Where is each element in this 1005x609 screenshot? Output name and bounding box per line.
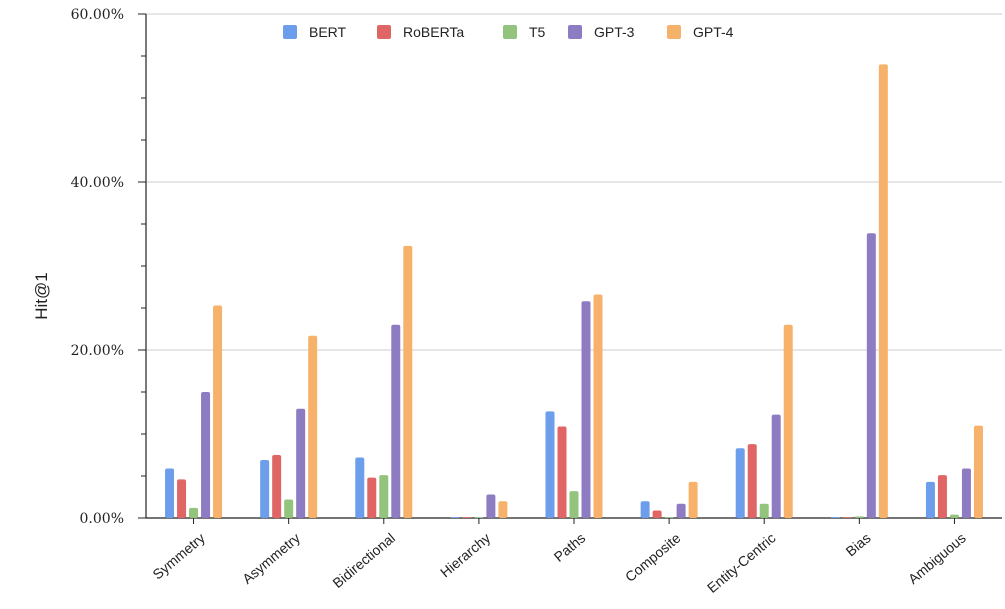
- bar-bert-paths: [545, 411, 555, 518]
- legend-swatch-t5: [503, 25, 517, 39]
- bar-gpt-4-paths: [593, 294, 603, 518]
- y-tick-label: 20.00%: [71, 343, 124, 359]
- bar-gpt-3-asymmetry: [296, 408, 306, 518]
- x-tick-label: Composite: [622, 530, 684, 585]
- bar-roberta-composite: [652, 510, 662, 518]
- x-tick-label: Symmetry: [149, 530, 208, 583]
- bar-bert-asymmetry: [260, 460, 270, 518]
- bar-bert-symmetry: [165, 468, 175, 518]
- bar-bert-ambiguous: [925, 481, 935, 518]
- legend-label: RoBERTa: [403, 24, 464, 40]
- bar-roberta-ambiguous: [937, 475, 947, 518]
- bar-roberta-paths: [557, 426, 567, 518]
- bar-gpt-4-composite: [688, 481, 698, 518]
- legend-swatch-gpt-4: [667, 25, 681, 39]
- bar-gpt-3-composite: [676, 503, 686, 518]
- bar-roberta-hierarchy: [462, 517, 472, 518]
- bar-roberta-symmetry: [177, 479, 187, 518]
- bar-t5-composite: [664, 517, 674, 518]
- bar-t5-entity-centric: [759, 503, 769, 518]
- y-tick-label: 40.00%: [71, 175, 124, 191]
- bar-gpt-3-ambiguous: [961, 468, 971, 518]
- bar-bert-hierarchy: [450, 517, 460, 518]
- x-tick-label: Bias: [843, 530, 874, 560]
- bar-bert-bidirectional: [355, 457, 365, 518]
- legend-label: GPT-4: [693, 24, 734, 40]
- bar-gpt-3-bias: [866, 233, 876, 519]
- bar-t5-asymmetry: [284, 499, 294, 518]
- y-axis-title: Hit@1: [32, 272, 51, 320]
- bar-gpt-4-entity-centric: [783, 324, 793, 518]
- bar-t5-ambiguous: [949, 514, 959, 518]
- bars: [165, 64, 983, 519]
- x-tick-label: Hierarchy: [437, 530, 493, 581]
- legend-swatch-gpt-3: [568, 25, 582, 39]
- bar-gpt-4-asymmetry: [308, 335, 318, 518]
- legend: BERT RoBERTa T5 GPT-3 GPT-4: [283, 24, 734, 40]
- bar-roberta-bias: [842, 517, 852, 518]
- bar-gpt-3-entity-centric: [771, 414, 781, 518]
- x-tick-label: Paths: [551, 530, 589, 565]
- legend-label: T5: [529, 24, 546, 40]
- bar-gpt-4-bidirectional: [403, 245, 413, 518]
- bar-gpt-3-symmetry: [201, 392, 211, 518]
- bar-t5-symmetry: [189, 507, 199, 518]
- bar-t5-bidirectional: [379, 475, 389, 518]
- bar-gpt-4-symmetry: [213, 305, 223, 518]
- bar-gpt-3-paths: [581, 301, 591, 518]
- bar-t5-bias: [854, 516, 864, 518]
- x-tick-label: Bidirectional: [329, 530, 398, 591]
- bar-roberta-asymmetry: [272, 455, 282, 518]
- bar-gpt-3-hierarchy: [486, 494, 496, 518]
- grid-lines: [146, 13, 1002, 351]
- x-tick-label: Ambiguous: [905, 530, 969, 587]
- bar-gpt-4-hierarchy: [498, 501, 508, 518]
- bar-gpt-4-ambiguous: [973, 425, 983, 518]
- bar-gpt-3-bidirectional: [391, 324, 401, 518]
- legend-swatch-roberta: [377, 25, 391, 39]
- bar-bert-bias: [830, 517, 840, 518]
- bar-bert-composite: [640, 501, 650, 518]
- x-tick-label: Asymmetry: [239, 530, 303, 587]
- bar-roberta-entity-centric: [747, 444, 757, 518]
- y-tick-label: 60.00%: [71, 7, 124, 23]
- bar-t5-hierarchy: [474, 517, 484, 518]
- legend-swatch-bert: [283, 25, 297, 39]
- bar-gpt-4-bias: [878, 64, 888, 519]
- bar-roberta-bidirectional: [367, 477, 377, 518]
- bar-t5-paths: [569, 491, 579, 518]
- legend-label: GPT-3: [594, 24, 635, 40]
- bar-bert-entity-centric: [735, 448, 745, 518]
- x-tick-label: Entity-Centric: [704, 530, 779, 596]
- legend-label: BERT: [309, 24, 347, 40]
- y-tick-label: 0.00%: [80, 511, 124, 527]
